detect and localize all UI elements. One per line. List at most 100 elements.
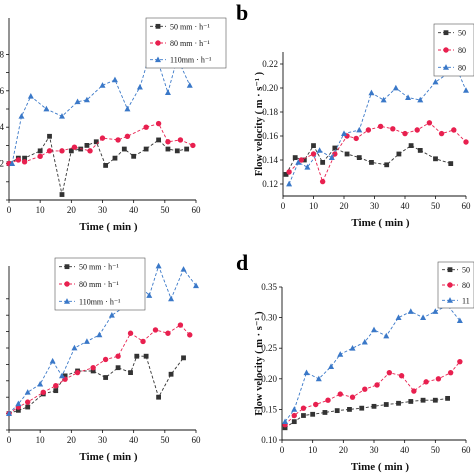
y-tick-label: 0.15: [261, 404, 277, 414]
data-point: [371, 403, 377, 409]
data-point: [25, 404, 31, 410]
data-point: [83, 338, 90, 344]
x-tick-label: 20: [67, 435, 77, 445]
data-point: [140, 338, 146, 345]
y-tick-label: 0.12: [262, 179, 278, 189]
legend-label: 80: [458, 46, 466, 55]
data-point: [24, 389, 31, 395]
data-point: [111, 76, 118, 83]
data-point: [58, 113, 65, 119]
legend-label: 50: [458, 29, 466, 38]
data-point: [22, 155, 27, 161]
data-point: [165, 330, 171, 336]
data-point: [93, 139, 99, 145]
data-point: [282, 418, 289, 425]
x-axis-label: Time ( min ): [79, 221, 137, 233]
data-point: [190, 142, 196, 149]
data-point: [328, 154, 335, 160]
data-point: [124, 105, 131, 112]
x-tick-label: 10: [309, 201, 319, 211]
data-point: [53, 388, 59, 394]
data-point: [102, 356, 109, 363]
data-point: [337, 391, 343, 397]
data-point: [103, 163, 109, 168]
data-point: [396, 400, 401, 406]
data-point: [90, 368, 96, 374]
data-point: [332, 151, 338, 157]
series-line: [8, 135, 187, 195]
data-point: [451, 127, 457, 133]
x-tick-label: 0: [7, 205, 12, 215]
data-point: [286, 169, 292, 175]
data-point: [292, 155, 298, 160]
x-tick-label: 30: [370, 201, 380, 211]
x-tick-label: 50: [431, 201, 441, 211]
x-tick-label: 50: [160, 205, 170, 215]
data-point: [303, 369, 310, 376]
data-point: [43, 105, 50, 112]
data-point: [40, 389, 46, 395]
legend-label: 11: [462, 296, 470, 305]
data-point: [177, 137, 184, 143]
data-point: [74, 98, 81, 105]
data-point: [383, 332, 390, 339]
data-point: [398, 373, 405, 379]
data-point: [47, 133, 52, 139]
data-point: [380, 96, 387, 103]
data-point: [282, 425, 288, 431]
data-point: [408, 399, 414, 404]
data-point: [291, 412, 297, 419]
series-line: [8, 324, 191, 414]
series-line: [288, 68, 467, 185]
legend-marker: [64, 298, 70, 304]
data-point: [59, 148, 65, 154]
data-point: [417, 96, 424, 103]
data-point: [417, 148, 423, 153]
y-axis-label: Flow velocity ( m · s⁻¹ ): [254, 71, 265, 176]
data-point: [96, 331, 103, 338]
y-tick-label: 0.14: [262, 155, 278, 165]
legend-label: 50 mm · h⁻¹: [79, 263, 119, 272]
data-point: [87, 148, 93, 154]
data-point: [365, 127, 372, 133]
data-point: [286, 180, 293, 187]
data-point: [168, 295, 175, 302]
legend-marker: [447, 267, 453, 273]
data-point: [392, 84, 399, 91]
data-point: [301, 157, 307, 163]
data-point: [6, 410, 12, 416]
data-point: [291, 406, 298, 412]
legend-label: 50 mm · h⁻¹: [170, 22, 210, 31]
data-point: [115, 137, 121, 143]
data-point: [124, 133, 131, 139]
data-point: [432, 308, 439, 314]
series-3: [9, 53, 193, 166]
data-point: [193, 282, 199, 289]
y-tick-label: 0.25: [261, 343, 277, 353]
legend-marker: [155, 56, 161, 63]
data-point: [74, 369, 81, 376]
panel-a: 0 10 20 30 40 50 60 2 4 6 8 Time ( min ) 50 mm · h⁻¹…: [0, 17, 227, 233]
data-point: [414, 127, 420, 133]
y-tick-label: 0.10: [261, 435, 277, 445]
legend-marker: [443, 47, 449, 53]
x-tick-label: 20: [67, 205, 77, 215]
x-tick-label: 20: [340, 201, 350, 211]
x-axis-label: Time ( min ): [351, 461, 409, 473]
data-point: [433, 156, 438, 162]
x-axis-label: Time ( min ): [79, 451, 137, 463]
data-point: [457, 358, 463, 365]
legend-marker: [64, 264, 70, 270]
data-point: [359, 405, 365, 411]
data-point: [369, 160, 374, 165]
x-tick-label: 40: [129, 435, 139, 445]
legend-marker: [64, 281, 70, 287]
series-3: [286, 65, 469, 187]
data-point: [328, 363, 335, 369]
data-point: [423, 379, 429, 385]
series-line: [285, 144, 451, 175]
data-point: [128, 370, 133, 375]
legend-marker: [447, 297, 453, 303]
data-point: [186, 82, 193, 88]
